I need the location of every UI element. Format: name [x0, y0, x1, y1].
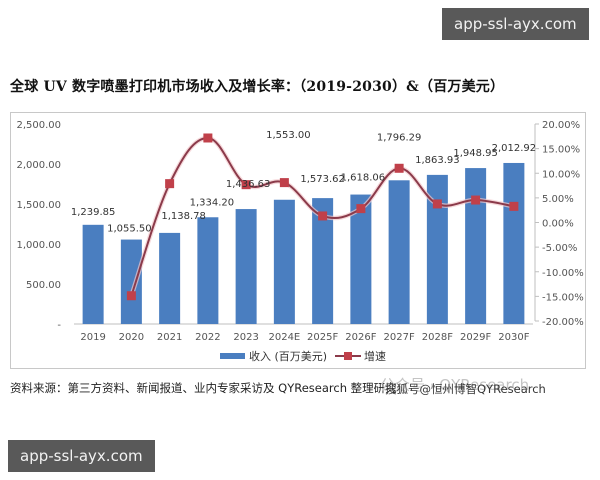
bar-value-label: 1,553.00	[266, 130, 311, 141]
growth-marker	[318, 211, 328, 221]
right-axis-tick: 10.00%	[542, 169, 580, 180]
bar-value-label: 1,796.29	[377, 132, 422, 143]
growth-marker	[126, 291, 136, 301]
watermark-faded: 公众号 · QYResearch	[380, 376, 530, 394]
x-axis-tick: 2028F	[422, 332, 453, 343]
legend-bar-label: 收入 (百万美元)	[249, 349, 327, 363]
watermark-badge-bottom: app-ssl-ayx.com	[8, 440, 155, 472]
right-axis-tick: 0.00%	[542, 219, 574, 230]
growth-marker	[471, 195, 481, 205]
right-axis-tick: -20.00%	[542, 317, 584, 328]
growth-line	[130, 136, 515, 297]
growth-marker	[394, 163, 404, 173]
right-axis-tick: -5.00%	[542, 243, 577, 254]
watermark-overlay: 搜狐号@恒州博智QYResearch	[385, 381, 546, 397]
growth-marker	[279, 178, 289, 188]
chart-frame	[10, 112, 586, 369]
x-axis-tick: 2019	[80, 332, 105, 343]
revenue-bar	[350, 194, 372, 324]
source-note: 资料来源：第三方资料、新闻报道、业内专家采访及 QYResearch 整理研究	[10, 381, 397, 395]
right-axis-tick: 20.00%	[542, 120, 580, 131]
right-axis-tick: 15.00%	[542, 145, 580, 156]
x-axis-tick: 2029F	[460, 332, 491, 343]
x-axis-tick: 2030F	[498, 332, 529, 343]
left-axis-tick: 500.00	[26, 280, 61, 291]
left-axis-tick: 1,500.00	[16, 200, 61, 211]
revenue-bar	[388, 180, 410, 324]
right-axis-tick: -15.00%	[542, 292, 584, 303]
bar-value-label: 1,948.95	[453, 148, 498, 159]
x-axis-tick: 2024E	[268, 332, 300, 343]
growth-marker	[165, 179, 175, 189]
x-axis-tick: 2027F	[384, 332, 415, 343]
growth-marker	[203, 133, 213, 143]
left-axis-tick: -	[57, 320, 61, 331]
left-axis-tick: 1,000.00	[16, 240, 61, 251]
growth-marker	[356, 204, 366, 214]
right-axis-tick: -10.00%	[542, 268, 584, 279]
x-axis-tick: 2025F	[307, 332, 338, 343]
growth-marker	[432, 199, 442, 209]
x-axis-tick: 2023	[233, 332, 258, 343]
watermark-badge-top: app-ssl-ayx.com	[442, 8, 589, 40]
bar-value-label: 1,573.62	[300, 174, 345, 185]
bar-value-label: 1,436.63	[226, 179, 271, 190]
growth-marker	[509, 201, 519, 211]
left-axis-tick: 2,500.00	[16, 120, 61, 131]
left-axis-tick: 2,000.00	[16, 160, 61, 171]
revenue-bar	[82, 224, 104, 324]
x-axis-tick: 2022	[195, 332, 220, 343]
legend-line-marker	[344, 352, 352, 360]
watermark-overlay-text: 搜狐号@恒州博智QYResearch	[385, 382, 546, 396]
revenue-bar	[312, 198, 334, 324]
revenue-bar	[159, 232, 181, 324]
revenue-bar	[235, 209, 257, 324]
bar-value-label: 2,012.92	[492, 143, 537, 154]
revenue-bar	[503, 162, 525, 324]
revenue-bar	[197, 217, 219, 324]
chart-title: 全球 UV 数字喷墨打印机市场收入及增长率：（2019-2030）&（百万美元）	[10, 79, 505, 95]
bar-value-label: 1,055.50	[107, 224, 152, 235]
bar-value-label: 1,618.06	[341, 173, 386, 184]
right-axis-tick: 5.00%	[542, 194, 574, 205]
growth-marker	[241, 180, 251, 190]
legend-bar-swatch	[220, 353, 245, 359]
revenue-bar	[120, 239, 142, 324]
bar-value-label: 1,138.78	[161, 211, 206, 222]
x-axis-tick: 2021	[157, 332, 182, 343]
x-axis-tick: 2026F	[345, 332, 376, 343]
legend-line-label: 增速	[364, 349, 386, 363]
bar-value-label: 1,334.20	[190, 197, 235, 208]
bar-value-label: 1,239.85	[71, 207, 116, 218]
x-axis-tick: 2020	[119, 332, 144, 343]
revenue-bar	[273, 199, 295, 324]
bar-value-label: 1,863.93	[415, 155, 460, 166]
revenue-bar	[465, 168, 487, 324]
revenue-bar	[426, 174, 448, 324]
